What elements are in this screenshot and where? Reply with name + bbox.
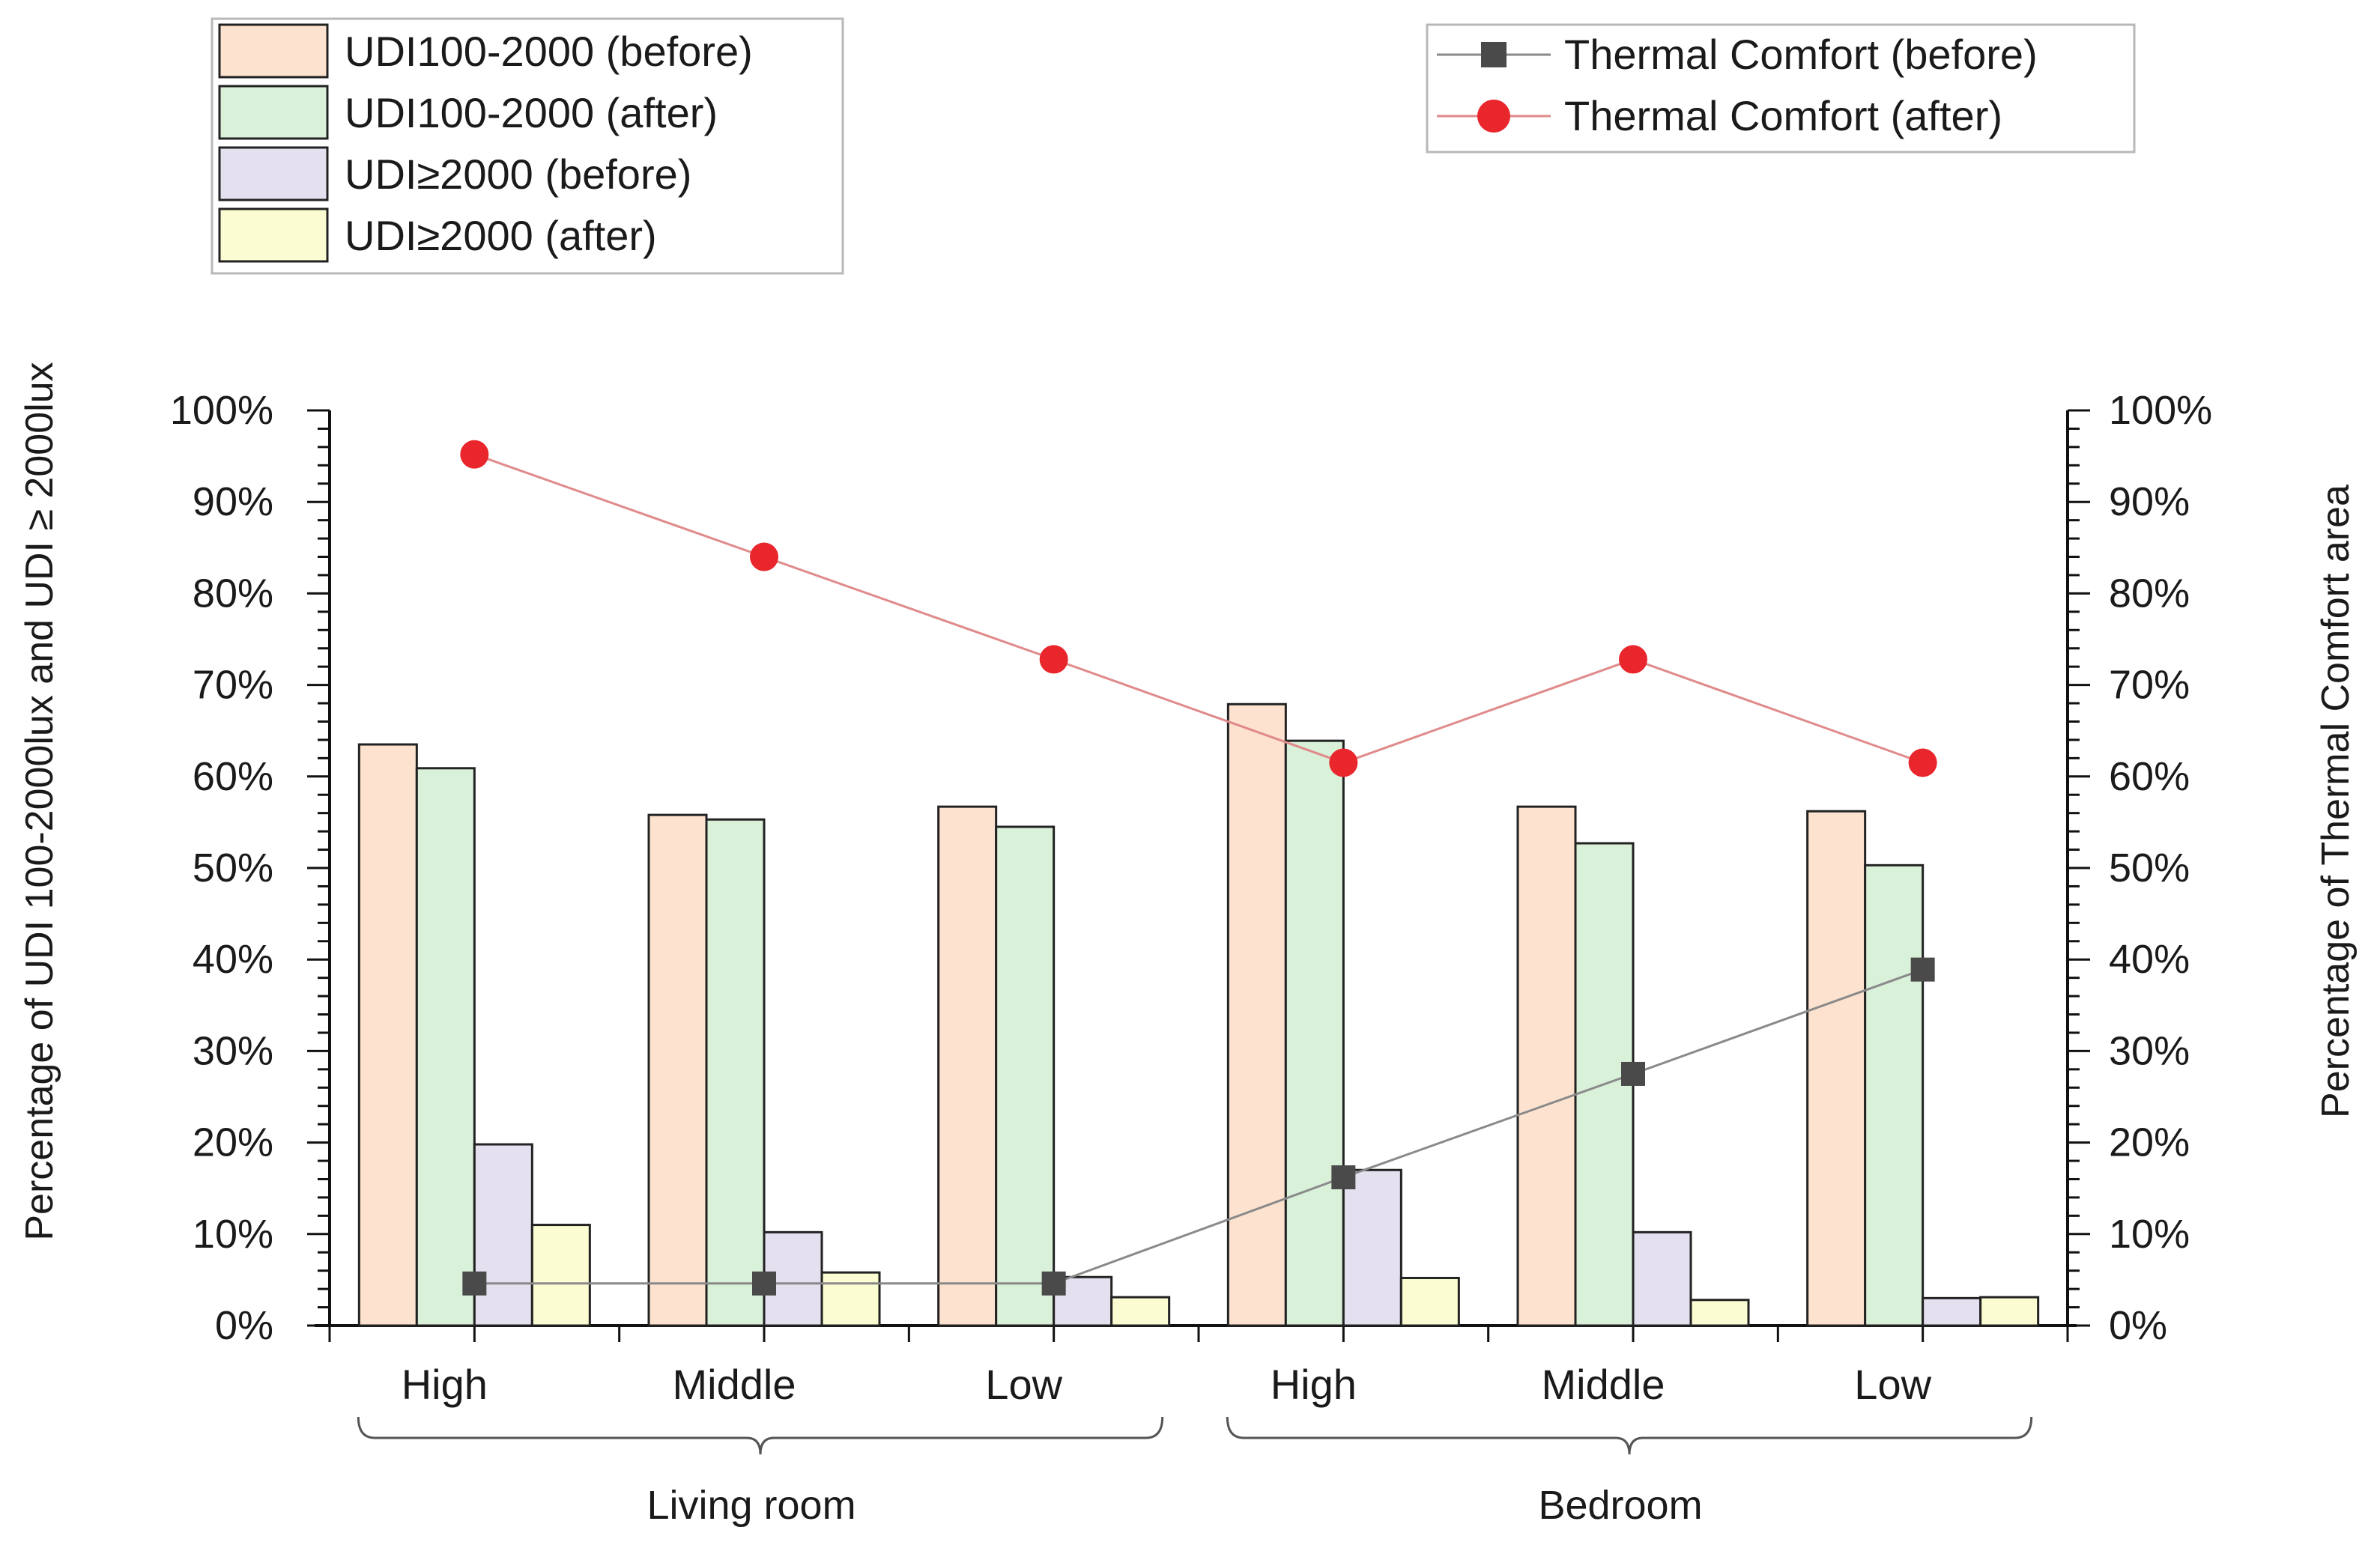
bar (1864, 863, 1925, 1327)
group-label: Living room (647, 1483, 856, 1528)
bar (995, 825, 1056, 1327)
bar (937, 805, 998, 1327)
legend-label-udi-mid-before: UDI100-2000 (before) (345, 28, 753, 75)
y-right-tick-label: 60% (2109, 754, 2190, 799)
bar (1979, 1296, 2040, 1327)
legend-label-udi-high-before: UDI≥2000 (before) (345, 151, 691, 198)
axes (307, 409, 2090, 1342)
y-left-tick-label: 90% (193, 479, 273, 524)
line-point (1041, 1271, 1066, 1296)
bar (1689, 1299, 1750, 1327)
y-right-tick-label: 10% (2109, 1212, 2190, 1257)
legend-marker-tc-after (1477, 100, 1510, 133)
category-label: Middle (673, 1361, 796, 1408)
bar (415, 767, 476, 1327)
legend-label-tc-after: Thermal Comfort (after) (1564, 92, 2002, 139)
bar (1922, 1296, 1982, 1327)
y-right-tick-label: 90% (2109, 479, 2190, 524)
y-left-tick-label: 20% (193, 1120, 273, 1165)
y-axis-right-title: Percentage of Thermal Comfort area (2314, 485, 2358, 1118)
y-left-tick-label: 80% (193, 571, 273, 616)
category-label: High (1271, 1361, 1357, 1408)
line-marks (460, 440, 1937, 1296)
group-brace (1226, 1416, 2033, 1455)
category-labels: High Middle Low High Middle Low Living room Bed… (357, 1361, 2033, 1528)
y-right-tick-label: 100% (2109, 388, 2212, 433)
legend-label-udi-mid-after: UDI100-2000 (after) (345, 89, 718, 136)
y-right-tick-label: 20% (2109, 1120, 2190, 1165)
y-right-tick-label: 0% (2109, 1303, 2167, 1348)
series-line (474, 968, 1924, 1285)
bar (1110, 1296, 1171, 1327)
category-label: Low (1854, 1361, 1931, 1408)
y-right-tick-label: 30% (2109, 1028, 2190, 1073)
bar (705, 818, 766, 1327)
line-point (752, 1271, 776, 1296)
line-point (1908, 748, 1937, 777)
bar (647, 813, 708, 1327)
y-left-tick-label: 60% (193, 754, 273, 799)
bar (1226, 702, 1287, 1327)
y-left-tick-label: 50% (193, 846, 273, 890)
line-point (462, 1271, 487, 1296)
bar (1806, 810, 1867, 1327)
bar (357, 743, 418, 1327)
y-left-tick-label: 70% (193, 663, 273, 708)
line-point (460, 440, 489, 469)
y-axis-left-title: Percentage of UDI 100-2000lux and UDI ≥ … (18, 362, 61, 1240)
category-label: High (402, 1361, 488, 1408)
y-left-tick-label: 40% (193, 937, 273, 982)
category-label: Middle (1542, 1361, 1665, 1408)
bar (1399, 1276, 1460, 1327)
group-label: Bedroom (1538, 1483, 1702, 1528)
bar (1284, 739, 1345, 1327)
tick-labels: 0% 10% 20% 30% 40% 50% 60% 70% 80% 90% 100% 0% 10% 20… (170, 388, 2212, 1348)
line-point (1329, 748, 1358, 777)
y-left-tick-label: 10% (193, 1212, 273, 1257)
y-right-tick-label: 50% (2109, 846, 2190, 890)
bar (1632, 1230, 1692, 1327)
group-brace (357, 1416, 1164, 1455)
line-point (1910, 957, 1935, 982)
legend-label-udi-high-after: UDI≥2000 (after) (345, 212, 657, 259)
bar (530, 1224, 591, 1327)
category-label: Low (985, 1361, 1062, 1408)
line-point (1331, 1165, 1356, 1190)
bar (473, 1143, 533, 1327)
legend-swatch-udi-mid-after (218, 85, 329, 140)
y-left-tick-label: 100% (170, 388, 273, 433)
legend-bars: UDI100-2000 (before) UDI100-2000 (after)… (211, 17, 844, 275)
y-left-tick-label: 0% (215, 1303, 273, 1348)
legend-swatch-udi-mid-before (218, 23, 329, 79)
legend-swatch-udi-high-before (218, 146, 329, 201)
legend-lines-frame (1426, 23, 2136, 154)
y-right-tick-label: 80% (2109, 571, 2190, 616)
legend-lines: Thermal Comfort (before) Thermal Comfort… (1426, 23, 2136, 154)
series-line (473, 453, 1924, 765)
y-right-tick-label: 40% (2109, 937, 2190, 982)
bar (820, 1271, 881, 1327)
legend-label-tc-before: Thermal Comfort (before) (1564, 31, 2038, 78)
bar (1342, 1168, 1402, 1327)
line-point (1621, 1061, 1645, 1086)
line-point (1619, 645, 1647, 674)
y-right-tick-label: 70% (2109, 663, 2190, 708)
legend-swatch-udi-high-after (218, 207, 329, 263)
line-point (750, 542, 778, 571)
line-point (1039, 645, 1068, 674)
y-left-tick-label: 30% (193, 1028, 273, 1073)
legend-marker-tc-before (1481, 42, 1507, 67)
bar (1516, 805, 1577, 1327)
